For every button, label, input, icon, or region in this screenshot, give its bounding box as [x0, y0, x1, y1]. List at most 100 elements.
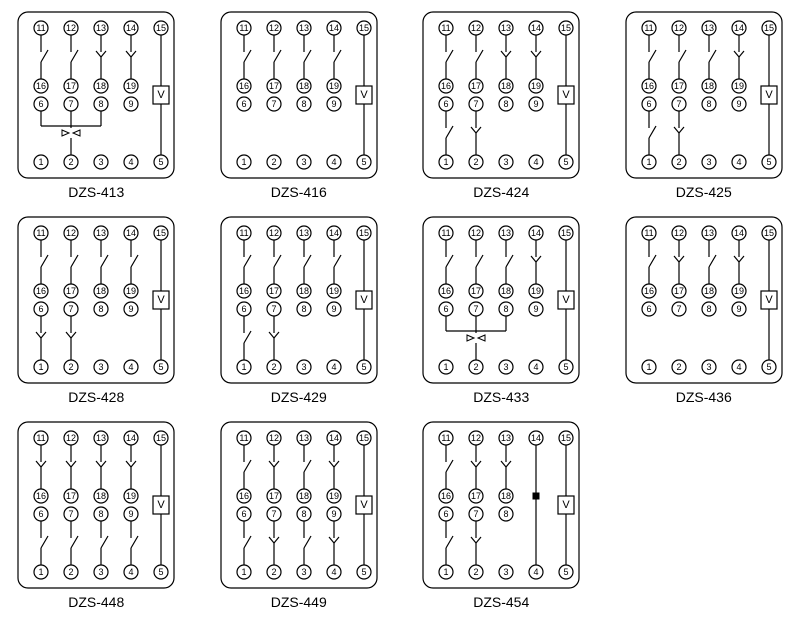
svg-text:19: 19 — [531, 81, 541, 91]
svg-text:17: 17 — [66, 81, 76, 91]
svg-text:8: 8 — [706, 304, 711, 314]
svg-text:13: 13 — [96, 23, 106, 33]
svg-text:5: 5 — [361, 157, 366, 167]
svg-text:14: 14 — [734, 23, 744, 33]
svg-text:13: 13 — [96, 228, 106, 238]
svg-text:2: 2 — [676, 157, 681, 167]
svg-text:9: 9 — [129, 99, 134, 109]
diagram-label: DZS-448 — [68, 594, 124, 610]
svg-text:12: 12 — [269, 433, 279, 443]
svg-text:2: 2 — [271, 157, 276, 167]
svg-text:2: 2 — [676, 362, 681, 372]
svg-text:13: 13 — [501, 433, 511, 443]
svg-text:13: 13 — [501, 228, 511, 238]
svg-text:19: 19 — [329, 81, 339, 91]
svg-text:2: 2 — [474, 362, 479, 372]
svg-text:14: 14 — [126, 23, 136, 33]
svg-text:12: 12 — [674, 23, 684, 33]
svg-text:15: 15 — [359, 433, 369, 443]
svg-text:5: 5 — [766, 362, 771, 372]
diagram-cell: 111661121772131883141994155VDZS-424 — [415, 10, 588, 200]
svg-text:9: 9 — [129, 509, 134, 519]
svg-text:16: 16 — [36, 81, 46, 91]
svg-text:8: 8 — [99, 509, 104, 519]
svg-text:17: 17 — [471, 286, 481, 296]
svg-text:V: V — [360, 294, 368, 306]
svg-text:1: 1 — [646, 362, 651, 372]
svg-text:12: 12 — [674, 228, 684, 238]
svg-text:6: 6 — [444, 509, 449, 519]
diagram-cell: 111661121772131883141994155VDZS-425 — [618, 10, 791, 200]
diagram-label: DZS-436 — [676, 389, 732, 405]
svg-text:19: 19 — [329, 491, 339, 501]
svg-text:1: 1 — [241, 362, 246, 372]
svg-text:6: 6 — [241, 99, 246, 109]
svg-text:18: 18 — [96, 286, 106, 296]
svg-text:11: 11 — [239, 23, 248, 33]
diagram-label: DZS-424 — [473, 184, 529, 200]
svg-text:9: 9 — [736, 99, 741, 109]
relay-diagram: 111661121772131883141994155V — [219, 10, 379, 180]
svg-text:15: 15 — [156, 228, 166, 238]
svg-text:17: 17 — [66, 286, 76, 296]
svg-text:7: 7 — [271, 99, 276, 109]
svg-text:6: 6 — [39, 509, 44, 519]
svg-text:3: 3 — [301, 157, 306, 167]
svg-text:16: 16 — [36, 286, 46, 296]
diagram-cell: 111661121772131883141994155VDZS-436 — [618, 215, 791, 405]
svg-text:11: 11 — [37, 433, 46, 443]
svg-text:17: 17 — [269, 286, 279, 296]
svg-text:8: 8 — [99, 304, 104, 314]
svg-text:17: 17 — [471, 491, 481, 501]
svg-text:7: 7 — [69, 99, 74, 109]
svg-text:18: 18 — [501, 286, 511, 296]
relay-diagram: 111661121772131883141994155V — [624, 215, 784, 385]
svg-text:8: 8 — [301, 99, 306, 109]
svg-text:9: 9 — [736, 304, 741, 314]
relay-diagram: 111661121772131883144155V — [421, 420, 581, 590]
svg-text:5: 5 — [159, 362, 164, 372]
svg-text:5: 5 — [361, 567, 366, 577]
svg-text:5: 5 — [564, 362, 569, 372]
svg-text:4: 4 — [736, 157, 741, 167]
svg-text:7: 7 — [271, 509, 276, 519]
svg-text:11: 11 — [644, 228, 653, 238]
svg-text:11: 11 — [239, 228, 248, 238]
svg-text:5: 5 — [159, 157, 164, 167]
diagram-label: DZS-416 — [271, 184, 327, 200]
diagram-cell: 111661121772131883141994155VDZS-449 — [213, 420, 386, 610]
svg-text:13: 13 — [299, 228, 309, 238]
svg-text:9: 9 — [331, 509, 336, 519]
svg-text:4: 4 — [534, 157, 539, 167]
svg-text:15: 15 — [561, 23, 571, 33]
svg-text:13: 13 — [299, 433, 309, 443]
relay-diagram: 111661121772131883141994155V — [624, 10, 784, 180]
svg-text:5: 5 — [564, 157, 569, 167]
svg-text:8: 8 — [504, 99, 509, 109]
svg-text:19: 19 — [531, 286, 541, 296]
svg-text:1: 1 — [444, 362, 449, 372]
diagram-label: DZS-428 — [68, 389, 124, 405]
svg-text:19: 19 — [126, 491, 136, 501]
relay-diagram: 111661121772131883141994155V — [421, 215, 581, 385]
svg-text:11: 11 — [644, 23, 653, 33]
svg-text:3: 3 — [706, 157, 711, 167]
svg-text:V: V — [563, 294, 571, 306]
svg-text:3: 3 — [99, 362, 104, 372]
svg-text:17: 17 — [674, 286, 684, 296]
svg-text:3: 3 — [99, 157, 104, 167]
svg-text:3: 3 — [504, 567, 509, 577]
svg-text:5: 5 — [361, 362, 366, 372]
svg-text:11: 11 — [442, 433, 451, 443]
diagram-label: DZS-429 — [271, 389, 327, 405]
svg-text:7: 7 — [474, 304, 479, 314]
svg-text:2: 2 — [69, 567, 74, 577]
svg-text:16: 16 — [239, 81, 249, 91]
svg-text:17: 17 — [66, 491, 76, 501]
diagram-label: DZS-433 — [473, 389, 529, 405]
svg-text:18: 18 — [299, 81, 309, 91]
diagram-label: DZS-454 — [473, 594, 529, 610]
svg-text:3: 3 — [301, 362, 306, 372]
svg-text:18: 18 — [501, 81, 511, 91]
svg-text:1: 1 — [39, 157, 44, 167]
